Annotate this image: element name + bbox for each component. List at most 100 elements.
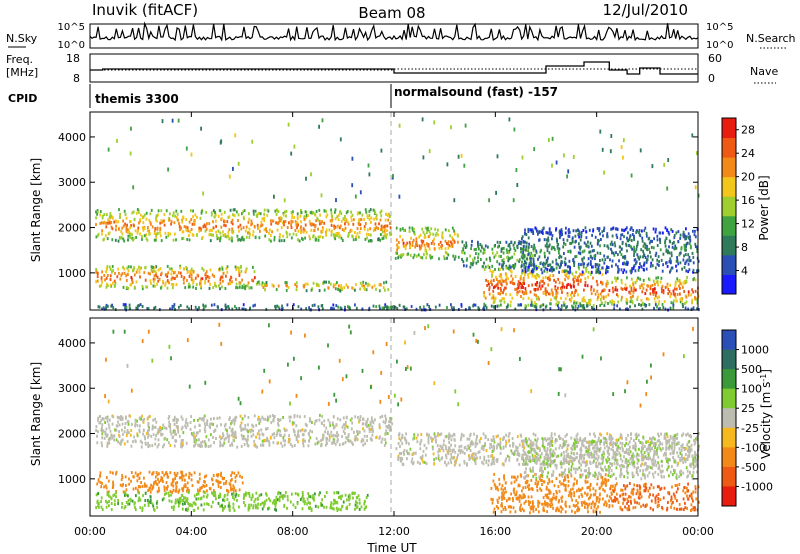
heatmap-cell bbox=[386, 307, 388, 311]
heatmap-cell bbox=[109, 470, 112, 474]
heatmap-cell bbox=[345, 218, 348, 222]
heatmap-cell bbox=[183, 484, 186, 488]
heatmap-cell bbox=[554, 285, 557, 289]
heatmap-cell bbox=[255, 491, 258, 495]
heatmap-cell bbox=[175, 417, 178, 421]
heatmap-cell bbox=[230, 488, 232, 492]
heatmap-cell bbox=[356, 429, 358, 433]
heatmap-cell bbox=[442, 449, 445, 453]
heatmap-cell bbox=[153, 238, 156, 242]
heatmap-cell bbox=[206, 423, 208, 426]
heatmap-cell bbox=[245, 269, 247, 273]
heatmap-cell bbox=[247, 444, 250, 448]
heatmap-cell bbox=[174, 277, 176, 280]
heatmap-cell bbox=[673, 240, 675, 244]
heatmap-cell bbox=[304, 428, 307, 432]
heatmap-cell bbox=[290, 492, 293, 496]
heatmap-cell bbox=[479, 243, 482, 247]
heatmap-cell bbox=[154, 238, 157, 242]
heatmap-cell bbox=[109, 283, 112, 287]
heatmap-cell bbox=[101, 417, 104, 421]
heatmap-cell bbox=[109, 221, 111, 225]
heatmap-cell bbox=[688, 445, 691, 449]
heatmap-cell bbox=[578, 230, 581, 234]
colorbar-tick-label: 8 bbox=[741, 241, 748, 254]
heatmap-cell bbox=[512, 441, 514, 445]
heatmap-cell bbox=[419, 447, 422, 451]
heatmap-cell bbox=[165, 427, 168, 430]
heatmap-cell bbox=[251, 278, 253, 282]
heatmap-cell bbox=[577, 262, 580, 266]
heatmap-cell bbox=[579, 302, 582, 306]
heatmap-cell bbox=[207, 503, 210, 506]
heatmap-cell bbox=[485, 306, 488, 310]
colorbar-swatch bbox=[722, 118, 736, 139]
heatmap-cell bbox=[293, 444, 296, 447]
heatmap-cell bbox=[676, 432, 679, 436]
heatmap-cell bbox=[247, 430, 249, 434]
heatmap-cell bbox=[297, 223, 299, 227]
heatmap-cell bbox=[190, 473, 193, 477]
heatmap-cell bbox=[109, 268, 112, 271]
heatmap-cell bbox=[243, 493, 245, 497]
heatmap-cell bbox=[389, 417, 392, 420]
heatmap-cell bbox=[224, 233, 226, 237]
heatmap-cell bbox=[397, 245, 400, 249]
heatmap-cell bbox=[97, 502, 100, 506]
heatmap-cell bbox=[451, 448, 454, 452]
heatmap-cell bbox=[329, 219, 332, 223]
heatmap-cell bbox=[458, 463, 461, 467]
heatmap-cell bbox=[299, 214, 302, 218]
heatmap-cell bbox=[310, 509, 313, 512]
heatmap-cell bbox=[602, 289, 605, 293]
heatmap-cell bbox=[231, 443, 234, 447]
heatmap-cell bbox=[189, 271, 192, 275]
heatmap-cell bbox=[644, 256, 647, 259]
heatmap-cell bbox=[204, 430, 207, 434]
heatmap-cell bbox=[107, 479, 110, 483]
heatmap-cell bbox=[167, 416, 170, 420]
heatmap-cell bbox=[179, 228, 181, 232]
heatmap-cell bbox=[119, 216, 121, 219]
heatmap-cell bbox=[672, 456, 674, 459]
heatmap-cell bbox=[346, 220, 349, 224]
colorbar-swatch bbox=[722, 235, 736, 256]
heatmap-cell bbox=[204, 281, 206, 285]
heatmap-cell bbox=[148, 229, 150, 233]
heatmap-cell bbox=[638, 266, 640, 269]
heatmap-cell bbox=[262, 443, 265, 447]
heatmap-cell bbox=[625, 242, 627, 246]
heatmap-cell bbox=[227, 216, 230, 219]
heatmap-cell bbox=[282, 234, 284, 238]
heatmap-cell bbox=[149, 495, 152, 499]
heatmap-cell bbox=[190, 432, 193, 435]
heatmap-cell bbox=[564, 231, 567, 235]
heatmap-cell bbox=[663, 434, 666, 438]
heatmap-cell bbox=[549, 302, 551, 306]
heatmap-cell bbox=[160, 478, 162, 482]
heatmap-cell bbox=[495, 284, 498, 288]
heatmap-cell bbox=[619, 245, 621, 249]
heatmap-cell bbox=[596, 251, 599, 255]
heatmap-cell bbox=[664, 244, 667, 248]
heatmap-cell bbox=[513, 282, 516, 286]
heatmap-cell bbox=[355, 506, 358, 510]
heatmap-cell bbox=[234, 431, 237, 435]
heatmap-cell bbox=[184, 485, 187, 489]
heatmap-cell bbox=[492, 295, 495, 299]
heatmap-cell bbox=[328, 438, 331, 442]
heatmap-cell bbox=[139, 303, 142, 307]
heatmap-cell bbox=[341, 504, 344, 508]
heatmap-cell bbox=[217, 214, 220, 218]
heatmap-cell bbox=[135, 211, 138, 215]
heatmap-cell bbox=[656, 262, 659, 266]
heatmap-cell bbox=[693, 442, 696, 446]
heatmap-cell bbox=[356, 432, 359, 436]
heatmap-cell bbox=[365, 210, 368, 214]
heatmap-cell bbox=[544, 287, 547, 291]
heatmap-cell bbox=[281, 307, 284, 311]
heatmap-cell bbox=[354, 194, 357, 199]
heatmap-cell bbox=[582, 272, 585, 276]
heatmap-cell bbox=[293, 430, 296, 433]
heatmap-cell bbox=[502, 291, 504, 295]
